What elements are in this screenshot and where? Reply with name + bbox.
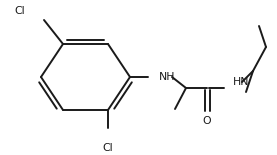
Text: O: O bbox=[203, 116, 211, 126]
Text: HN: HN bbox=[233, 77, 250, 87]
Text: Cl: Cl bbox=[14, 6, 25, 16]
Text: Cl: Cl bbox=[103, 143, 113, 153]
Text: NH: NH bbox=[159, 72, 176, 82]
